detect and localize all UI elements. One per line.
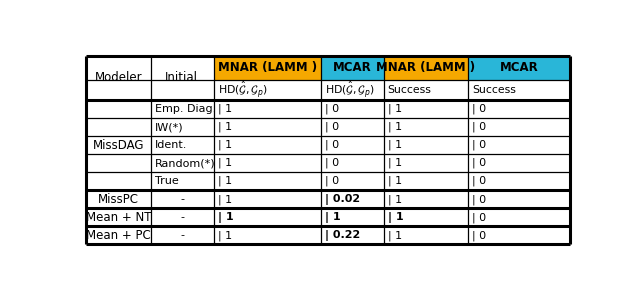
Text: | 1: | 1 (388, 122, 402, 132)
Text: | 0: | 0 (472, 230, 486, 241)
Text: Initial.: Initial. (164, 71, 201, 84)
Text: | 0: | 0 (472, 140, 486, 150)
Text: Modeler: Modeler (95, 71, 143, 84)
Text: MCAR: MCAR (500, 61, 539, 74)
Text: | 0: | 0 (324, 158, 339, 168)
Text: | 1: | 1 (218, 230, 232, 241)
Text: HD($\hat{\mathcal{G}}, \mathcal{G}_p$): HD($\hat{\mathcal{G}}, \mathcal{G}_p$) (324, 80, 374, 100)
Text: | 1: | 1 (218, 104, 232, 114)
Text: | 0: | 0 (472, 158, 486, 168)
Bar (214, 56, 321, 80)
Text: | 0: | 0 (324, 122, 339, 132)
Text: Success: Success (472, 85, 516, 95)
Text: | 0.22: | 0.22 (324, 230, 360, 241)
Text: MNAR (LAMM ): MNAR (LAMM ) (376, 61, 476, 74)
Text: | 0: | 0 (472, 212, 486, 222)
Text: MNAR (LAMM ): MNAR (LAMM ) (218, 61, 317, 74)
Text: | 1: | 1 (218, 212, 234, 223)
Text: Mean + PC: Mean + PC (86, 229, 151, 242)
Text: | 0: | 0 (324, 104, 339, 114)
Text: | 1: | 1 (218, 194, 232, 204)
Text: | 0: | 0 (472, 194, 486, 204)
Text: | 1: | 1 (218, 158, 232, 168)
Text: | 1: | 1 (388, 176, 402, 186)
Text: Emp. Diag.: Emp. Diag. (156, 104, 216, 114)
Text: Ident.: Ident. (156, 140, 188, 150)
Text: | 1: | 1 (388, 104, 402, 114)
Text: | 1: | 1 (218, 176, 232, 186)
Text: -: - (180, 230, 185, 241)
Text: Random(*): Random(*) (156, 158, 216, 168)
Text: True: True (156, 176, 179, 186)
Text: | 1: | 1 (388, 140, 402, 150)
Text: Success: Success (388, 85, 431, 95)
Text: | 0: | 0 (472, 104, 486, 114)
Text: | 0: | 0 (324, 140, 339, 150)
Text: | 1: | 1 (218, 140, 232, 150)
Text: | 1: | 1 (388, 194, 402, 204)
Bar (468, 56, 570, 80)
Text: MissPC: MissPC (98, 193, 139, 206)
Text: | 1: | 1 (388, 158, 402, 168)
Text: | 0: | 0 (472, 122, 486, 132)
Bar (321, 56, 383, 80)
Text: | 1: | 1 (218, 122, 232, 132)
Bar (383, 56, 468, 80)
Text: | 0: | 0 (324, 176, 339, 186)
Text: IW(*): IW(*) (156, 122, 184, 132)
Text: | 1: | 1 (324, 212, 340, 223)
Text: -: - (180, 212, 185, 222)
Text: Mean + NT: Mean + NT (86, 211, 152, 224)
Text: | 1: | 1 (388, 212, 403, 223)
Text: | 0: | 0 (472, 176, 486, 186)
Text: | 0.02: | 0.02 (324, 194, 360, 205)
Text: -: - (180, 194, 185, 204)
Text: | 1: | 1 (388, 230, 402, 241)
Text: MCAR: MCAR (333, 61, 372, 74)
Text: MissDAG: MissDAG (93, 139, 145, 152)
Text: HD($\hat{\mathcal{G}}, \mathcal{G}_p$): HD($\hat{\mathcal{G}}, \mathcal{G}_p$) (218, 80, 268, 100)
